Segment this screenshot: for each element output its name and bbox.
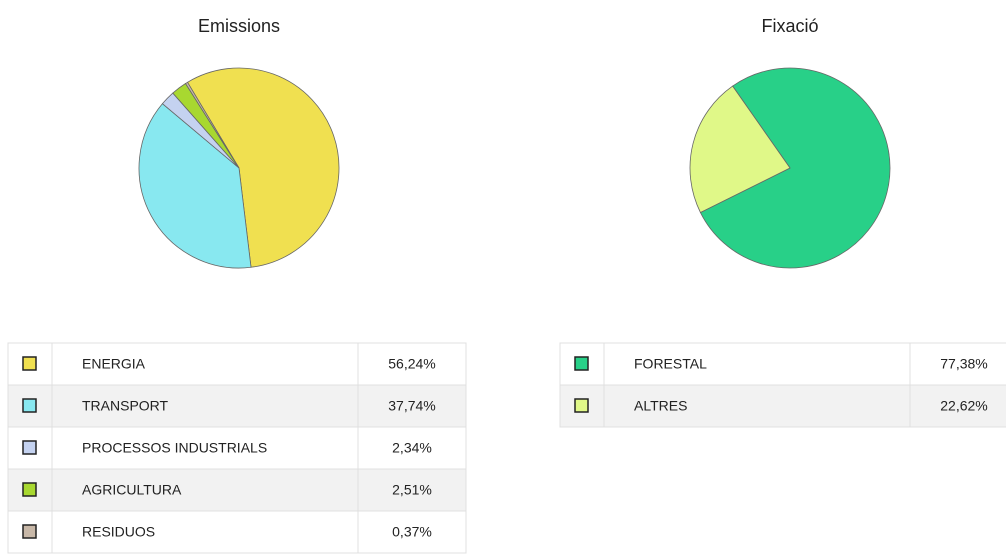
value-label: 56,24% — [388, 356, 435, 372]
row-bg — [7, 384, 467, 428]
legend-swatch — [22, 398, 37, 413]
row-bg — [7, 426, 467, 470]
row-bg — [559, 342, 1006, 386]
legend-label: ALTRES — [634, 398, 687, 414]
value-label: 77,38% — [940, 356, 987, 372]
legend-label: TRANSPORT — [82, 398, 169, 414]
pie-slice — [184, 81, 240, 169]
legend-swatch — [574, 356, 589, 371]
pie-slice — [689, 85, 791, 214]
legend-label: AGRICULTURA — [82, 482, 182, 498]
legend-row: RESIDUOS 0,37% — [7, 510, 467, 554]
row-bg — [559, 384, 1006, 428]
value-label: 0,37% — [392, 524, 432, 540]
legend-label: RESIDUOS — [82, 524, 155, 540]
legend-row: ENERGIA 56,24% — [7, 342, 467, 386]
legend-row: FORESTAL 77,38% — [559, 342, 1006, 386]
legend-row: ALTRES 22,62% — [559, 384, 1006, 428]
row-bg — [7, 510, 467, 554]
legend-label: ENERGIA — [82, 356, 146, 372]
legend-row: AGRICULTURA 2,51% — [7, 468, 467, 512]
value-label: 37,74% — [388, 398, 435, 414]
legend-row: PROCESSOS INDUSTRIALS 2,34% — [7, 426, 467, 470]
row-bg — [7, 468, 467, 512]
chart-title: Emissions — [198, 16, 280, 36]
legend-label: FORESTAL — [634, 356, 707, 372]
value-label: 2,51% — [392, 482, 432, 498]
value-label: 2,34% — [392, 440, 432, 456]
legend-row: TRANSPORT 37,74% — [7, 384, 467, 428]
value-label: 22,62% — [940, 398, 987, 414]
row-bg — [7, 342, 467, 386]
legend-swatch — [574, 398, 589, 413]
legend-swatch — [22, 356, 37, 371]
legend-swatch — [22, 482, 37, 497]
legend-label: PROCESSOS INDUSTRIALS — [82, 440, 267, 456]
pie-slice — [699, 67, 891, 269]
pie-slice — [186, 67, 340, 268]
legend-swatch — [22, 440, 37, 455]
legend-swatch — [22, 524, 37, 539]
chart-title: Fixació — [761, 16, 818, 36]
pie-slice — [138, 103, 252, 269]
